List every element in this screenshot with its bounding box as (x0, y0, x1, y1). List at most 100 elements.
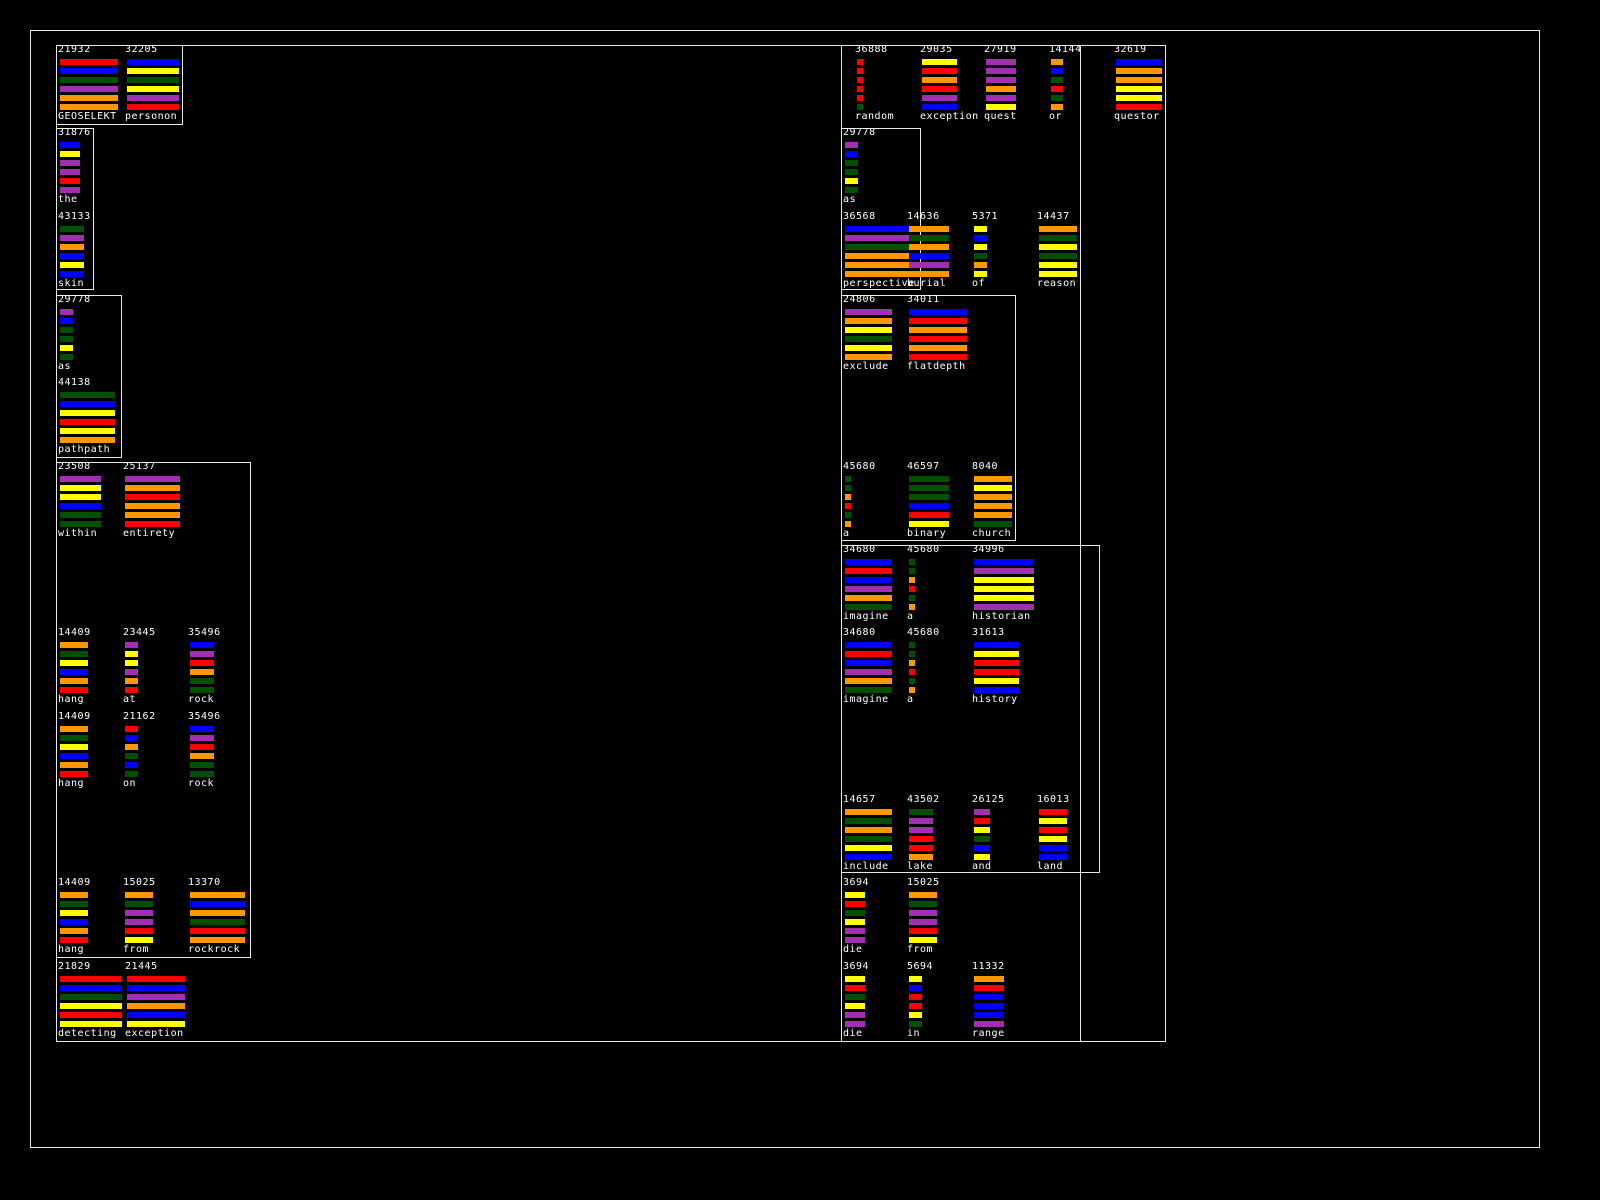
word-glyph: 34680 imagine (843, 545, 894, 625)
glyph-bar (974, 642, 1019, 648)
glyph-bar (845, 994, 865, 1000)
glyph-bar (190, 687, 214, 693)
glyph-bar (60, 744, 88, 750)
glyph-bar (1039, 818, 1067, 824)
glyph-bar (60, 642, 88, 648)
glyph-word: from (123, 944, 150, 955)
glyph-bar (190, 735, 214, 741)
glyph-bar (1039, 836, 1067, 842)
glyph-bar (1116, 95, 1162, 101)
glyph-number: 14636 (907, 211, 940, 222)
glyph-bar (974, 651, 1019, 657)
glyph-bar (1039, 827, 1067, 833)
glyph-number: 45680 (907, 627, 940, 638)
glyph-bar (60, 503, 101, 509)
glyph-bar (845, 687, 892, 693)
glyph-bar (60, 1003, 122, 1009)
glyph-bar (127, 985, 185, 991)
glyph-bar (190, 910, 245, 916)
glyph-number: 13370 (188, 877, 221, 888)
glyph-bar (125, 937, 153, 943)
glyph-word: questor (1114, 111, 1160, 122)
glyph-bar (922, 95, 957, 101)
glyph-bar (60, 928, 88, 934)
glyph-number: 32619 (1114, 44, 1147, 55)
glyph-bar (60, 994, 122, 1000)
glyph-bar (60, 59, 118, 65)
glyph-bar (60, 169, 80, 175)
word-glyph: 21445 exception (125, 962, 187, 1042)
glyph-word: binary (907, 528, 947, 539)
glyph-bar (974, 485, 1012, 491)
glyph-bar (1051, 95, 1063, 101)
glyph-number: 11332 (972, 961, 1005, 972)
glyph-bar (127, 77, 179, 83)
word-glyph: 35496 rock (188, 712, 228, 792)
glyph-bar (909, 836, 933, 842)
glyph-bar (845, 354, 892, 360)
glyph-number: 29778 (843, 127, 876, 138)
glyph-number: 21162 (123, 711, 156, 722)
glyph-number: 5694 (907, 961, 934, 972)
glyph-bar (1116, 86, 1162, 92)
glyph-bar (60, 327, 73, 333)
glyph-bar (60, 253, 84, 259)
glyph-word: die (843, 1028, 863, 1039)
glyph-bar (845, 604, 892, 610)
glyph-bar (909, 901, 937, 907)
glyph-bar (974, 1012, 1004, 1018)
glyph-bar (845, 568, 892, 574)
glyph-bar (974, 994, 1004, 1000)
word-glyph: 25137 entirety (123, 462, 182, 542)
glyph-bar (60, 985, 122, 991)
glyph-bar (60, 226, 84, 232)
glyph-bar (125, 726, 138, 732)
glyph-bar (60, 476, 101, 482)
glyph-word: detecting (58, 1028, 117, 1039)
glyph-bar (974, 687, 1019, 693)
glyph-bar (909, 262, 949, 268)
glyph-bar (190, 642, 214, 648)
glyph-word: a (907, 611, 914, 622)
glyph-bar (909, 494, 949, 500)
glyph-word: and (972, 861, 992, 872)
glyph-bar (845, 253, 917, 259)
glyph-number: 43502 (907, 794, 940, 805)
glyph-bar (909, 809, 933, 815)
glyph-bar (60, 901, 88, 907)
glyph-bar (974, 985, 1004, 991)
glyph-bar (974, 845, 990, 851)
glyph-bar (190, 892, 245, 898)
glyph-number: 15025 (907, 877, 940, 888)
word-glyph: 29035 exception (920, 45, 978, 125)
word-glyph: 36568 perspective (843, 212, 919, 292)
glyph-bar (909, 309, 967, 315)
glyph-bar (125, 651, 138, 657)
glyph-bar (857, 59, 863, 65)
glyph-bar (845, 160, 858, 166)
glyph-word: hang (58, 694, 85, 705)
glyph-number: 14409 (58, 627, 91, 638)
glyph-bar (845, 595, 892, 601)
glyph-bar (1039, 845, 1067, 851)
glyph-bar (1116, 77, 1162, 83)
word-glyph: 13370 rockrock (188, 878, 247, 958)
word-glyph: 14636 burial (907, 212, 951, 292)
glyph-bar (125, 687, 138, 693)
glyph-bar (845, 151, 858, 157)
glyph-number: 35496 (188, 711, 221, 722)
glyph-word: lake (907, 861, 934, 872)
glyph-bar (125, 494, 180, 500)
glyph-bar (125, 476, 180, 482)
glyph-number: 23445 (123, 627, 156, 638)
glyph-bar (845, 928, 865, 934)
glyph-bar (125, 512, 180, 518)
glyph-bar (909, 586, 915, 592)
word-glyph: 3694 die (843, 962, 883, 1042)
glyph-bar (974, 827, 990, 833)
glyph-bar (845, 976, 865, 982)
glyph-bar (909, 1021, 922, 1027)
word-glyph: 23508 within (58, 462, 103, 542)
glyph-bar (974, 678, 1019, 684)
glyph-bar (909, 568, 915, 574)
